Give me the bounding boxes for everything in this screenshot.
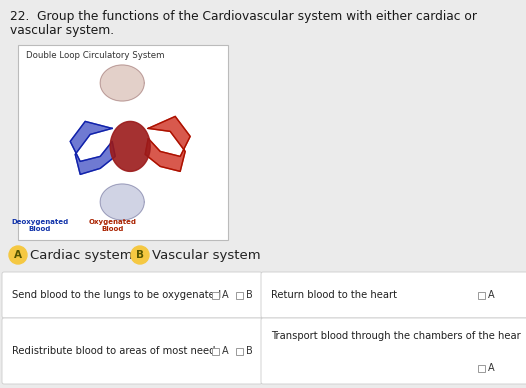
- Text: A: A: [14, 250, 22, 260]
- Circle shape: [9, 246, 27, 264]
- Text: A: A: [222, 290, 229, 300]
- Text: A: A: [488, 290, 494, 300]
- FancyBboxPatch shape: [212, 291, 219, 298]
- FancyBboxPatch shape: [236, 348, 243, 355]
- Text: Transport blood through the chambers of the hear: Transport blood through the chambers of …: [271, 331, 521, 341]
- FancyBboxPatch shape: [261, 318, 526, 384]
- Polygon shape: [100, 65, 144, 101]
- Text: Double Loop Circulatory System: Double Loop Circulatory System: [26, 51, 165, 60]
- Polygon shape: [100, 184, 144, 220]
- Polygon shape: [110, 121, 150, 171]
- Polygon shape: [70, 121, 115, 174]
- FancyBboxPatch shape: [2, 318, 262, 384]
- FancyBboxPatch shape: [236, 291, 243, 298]
- Text: A: A: [488, 363, 494, 373]
- Text: Send blood to the lungs to be oxygenated: Send blood to the lungs to be oxygenated: [12, 290, 221, 300]
- Text: Oxygenated
Blood: Oxygenated Blood: [89, 219, 137, 232]
- Text: Return blood to the heart: Return blood to the heart: [271, 290, 397, 300]
- Text: B: B: [246, 290, 253, 300]
- Text: vascular system.: vascular system.: [10, 24, 114, 37]
- Circle shape: [131, 246, 149, 264]
- FancyBboxPatch shape: [478, 364, 485, 371]
- FancyBboxPatch shape: [18, 45, 228, 240]
- Text: Vascular system: Vascular system: [152, 248, 260, 262]
- Text: Redistribute blood to areas of most need: Redistribute blood to areas of most need: [12, 346, 216, 356]
- Text: Deoxygenated
Blood: Deoxygenated Blood: [12, 219, 68, 232]
- Text: A: A: [222, 346, 229, 356]
- Text: B: B: [246, 346, 253, 356]
- Text: B: B: [136, 250, 144, 260]
- Text: 22.  Group the functions of the Cardiovascular system with either cardiac or: 22. Group the functions of the Cardiovas…: [10, 10, 477, 23]
- Text: Cardiac system: Cardiac system: [30, 248, 133, 262]
- FancyBboxPatch shape: [212, 348, 219, 355]
- Polygon shape: [145, 116, 190, 171]
- FancyBboxPatch shape: [261, 272, 526, 318]
- FancyBboxPatch shape: [2, 272, 262, 318]
- FancyBboxPatch shape: [478, 291, 485, 298]
